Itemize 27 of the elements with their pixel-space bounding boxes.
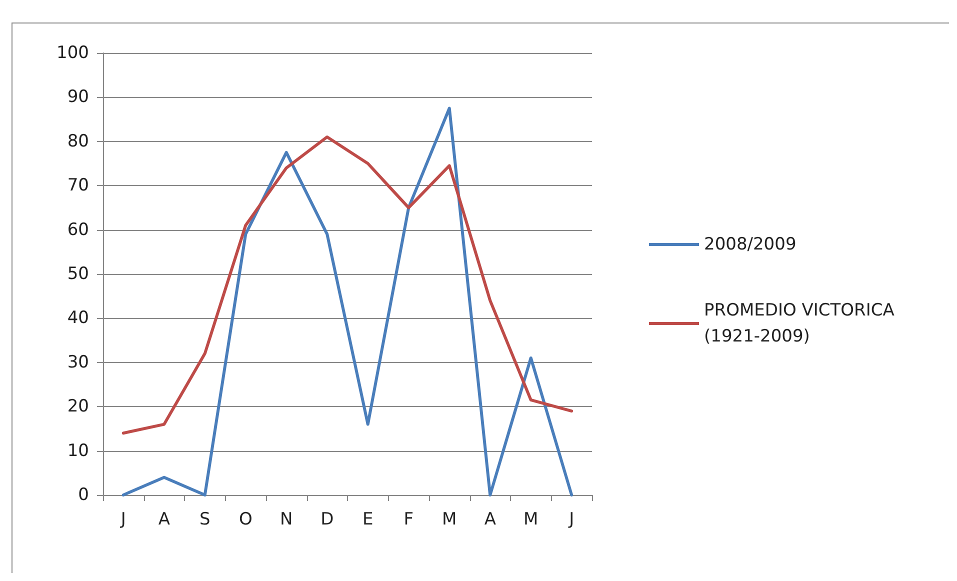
line-series — [122, 106, 574, 496]
x-tick-label: N — [280, 510, 293, 530]
x-tick-label: M — [442, 510, 457, 530]
y-tick-label: 90 — [67, 87, 89, 108]
legend-label: 2008/2009 — [704, 234, 796, 254]
y-tick-label: 70 — [67, 176, 89, 196]
x-tick-label: D — [320, 510, 334, 530]
x-tick-label: M — [524, 510, 538, 530]
x-tick-label: J — [120, 510, 126, 530]
y-tick-label: 0 — [78, 485, 89, 505]
y-tick-label: 40 — [67, 308, 89, 328]
x-tick-label: E — [362, 510, 374, 530]
y-tick-label: 50 — [67, 264, 89, 284]
x-tick-label: O — [238, 510, 252, 530]
y-tick-label: 10 — [67, 440, 89, 461]
y-tick-label: 20 — [67, 396, 89, 417]
y-tick-label: 100 — [56, 43, 89, 63]
legend-label: PROMEDIO VICTORICA (1921-2009) — [704, 300, 895, 346]
x-tick-label: F — [404, 510, 414, 530]
y-tick-label: 80 — [67, 131, 89, 152]
y-tick-label: 60 — [67, 220, 89, 240]
x-tick-label: S — [199, 510, 210, 530]
y-tick-label: 30 — [67, 352, 89, 372]
x-tick-label: J — [568, 510, 574, 530]
line-series — [122, 135, 574, 435]
x-tick-label: A — [484, 510, 496, 530]
x-tick-label: A — [158, 510, 170, 530]
